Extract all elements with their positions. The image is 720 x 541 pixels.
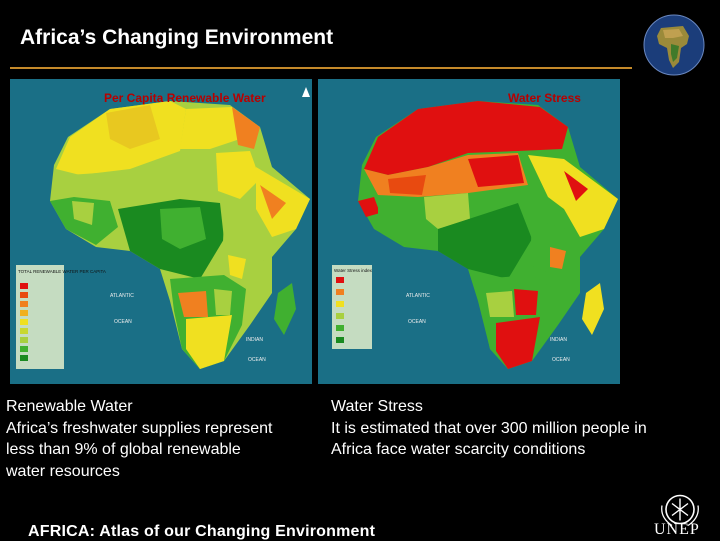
title-rule: [10, 67, 632, 69]
left-caption-line: Africa’s freshwater supplies represent: [6, 419, 273, 437]
legend-title: TOTAL RENEWABLE WATER PER CAPITA: [18, 269, 106, 274]
legend-title: Water Stress index: [334, 268, 373, 273]
left-caption-line: water resources: [6, 462, 120, 480]
atlantic-ocean-label: OCEAN: [114, 319, 132, 325]
right-caption-heading: Water Stress: [331, 398, 423, 415]
water-stress-map: Water Stress index ATLANTIC OCEAN INDIAN…: [318, 79, 620, 384]
right-caption: Water Stress It is estimated that over 3…: [331, 396, 647, 461]
indian-label: INDIAN: [246, 337, 263, 343]
indian-label: INDIAN: [550, 337, 567, 343]
right-caption-line: It is estimated that over 300 million pe…: [331, 419, 647, 437]
atlantic-label: ATLANTIC: [406, 293, 430, 299]
atlantic-ocean-label: OCEAN: [408, 319, 426, 325]
indian-ocean-label: OCEAN: [552, 357, 570, 363]
left-map-title: Per Capita Renewable Water: [104, 91, 266, 105]
atlantic-label: ATLANTIC: [110, 293, 134, 299]
unep-logo-icon: [661, 494, 699, 527]
renewable-water-map: TOTAL RENEWABLE WATER PER CAPITA ATLANTI…: [10, 79, 312, 384]
left-caption-line: less than 9% of global renewable: [6, 441, 241, 458]
slide-title: Africa’s Changing Environment: [20, 26, 334, 49]
right-map-title: Water Stress: [508, 91, 581, 105]
north-arrow-icon: [302, 87, 310, 97]
globe-icon: [643, 14, 705, 76]
left-caption-heading: Renewable Water: [6, 398, 133, 415]
unep-logo-text: UNEP: [654, 521, 700, 538]
footer-atlas-title: AFRICA: Atlas of our Changing Environmen…: [28, 523, 376, 540]
right-caption-line: Africa face water scarcity conditions: [331, 441, 586, 458]
indian-ocean-label: OCEAN: [248, 357, 266, 363]
left-caption: Renewable Water Africa’s freshwater supp…: [6, 396, 273, 482]
